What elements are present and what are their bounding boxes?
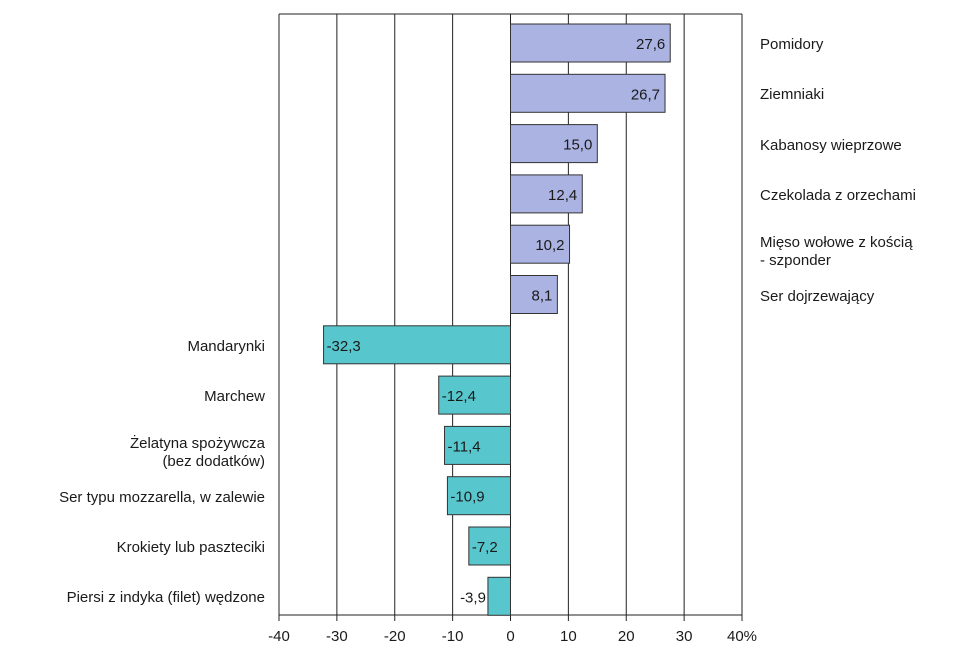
x-tick-label: -20 — [384, 628, 406, 645]
category-label: Ser dojrzewający — [760, 287, 875, 305]
x-tick-label: -30 — [326, 628, 348, 645]
category-label: Ser typu mozzarella, w zalewie — [59, 488, 265, 506]
category-label: Kabanosy wieprzowe — [760, 136, 902, 154]
value-label: -32,3 — [327, 338, 361, 355]
x-tick-label: -40 — [268, 628, 290, 645]
category-label: Mandarynki — [187, 337, 265, 355]
value-label: -12,4 — [442, 388, 476, 405]
value-label: 8,1 — [532, 287, 553, 304]
bar — [446, 476, 512, 516]
value-label: -3,9 — [460, 589, 486, 606]
x-tick-label: 10 — [560, 628, 577, 645]
value-label: 15,0 — [563, 137, 592, 154]
value-label: -11,4 — [448, 438, 481, 455]
x-tick-label: 20 — [618, 628, 635, 645]
bar — [438, 375, 511, 415]
bar — [510, 174, 583, 214]
category-label: Czekolada z orzechami — [760, 186, 916, 204]
category-label: Krokiety lub paszteciki — [116, 539, 265, 556]
value-label: 12,4 — [548, 187, 577, 204]
bar — [510, 275, 558, 314]
category-label: Ziemniaki — [760, 86, 825, 104]
value-label: 27,6 — [636, 36, 665, 53]
x-tick-label: -10 — [442, 628, 464, 645]
bar — [510, 224, 571, 264]
bar — [510, 124, 598, 164]
bar — [468, 526, 511, 566]
category-label: Mięso wołowe z kością - szponder — [760, 234, 913, 270]
bar — [444, 425, 511, 465]
category-label: Żelatyna spożywcza (bez dodatków) — [129, 435, 265, 471]
category-label: Pomidory — [760, 36, 824, 53]
category-label: Marchew — [204, 388, 265, 406]
bar — [510, 23, 671, 63]
value-label: 10,2 — [535, 237, 564, 254]
category-label: Piersi z indyka (filet) wędzone — [66, 589, 265, 607]
value-label: -10,9 — [450, 489, 484, 506]
x-tick-label: 0 — [506, 628, 514, 645]
x-tick-label: 40% — [727, 628, 757, 645]
value-label: -7,2 — [472, 539, 498, 556]
bar — [510, 73, 666, 113]
bar — [323, 325, 511, 365]
bar — [487, 576, 511, 616]
x-tick-label: 30 — [676, 628, 693, 645]
value-label: 26,7 — [631, 86, 660, 103]
